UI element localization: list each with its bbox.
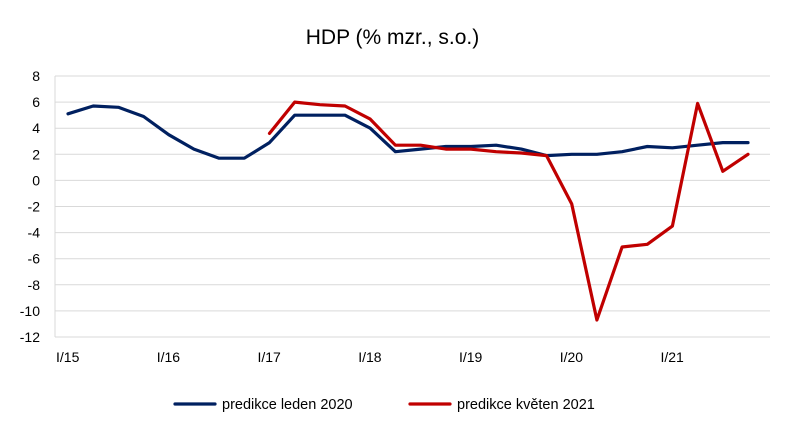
legend: predikce leden 2020 predikce květen 2021 — [173, 397, 595, 413]
legend-label-2: predikce květen 2021 — [457, 397, 595, 413]
x-tick-label: I/19 — [459, 349, 483, 365]
y-tick-label: 6 — [32, 94, 40, 110]
y-tick-label: -12 — [20, 329, 40, 345]
y-tick-label: 8 — [32, 68, 40, 84]
legend-label-1: predikce leden 2020 — [222, 397, 353, 413]
x-tick-label: I/16 — [157, 349, 181, 365]
y-tick-label: -2 — [28, 199, 41, 215]
x-tick-label: I/20 — [560, 349, 584, 365]
series-line-2 — [267, 100, 750, 322]
y-tick-label: 2 — [32, 146, 40, 162]
y-tick-label: -8 — [28, 277, 41, 293]
y-tick-label: -10 — [20, 303, 40, 319]
y-tick-label: -6 — [28, 251, 41, 267]
series-lines — [66, 100, 750, 322]
x-tick-label: I/15 — [56, 349, 80, 365]
x-tick-label: I/17 — [257, 349, 281, 365]
y-tick-label: 4 — [32, 120, 40, 136]
series-line-1 — [66, 104, 750, 160]
y-tick-label: 0 — [32, 172, 40, 188]
y-tick-label: -4 — [28, 225, 41, 241]
y-axis: 8 6 4 2 0 -2 -4 -6 -8 -10 -12 — [20, 68, 56, 345]
gridlines — [55, 75, 770, 338]
chart-title: HDP (% mzr., s.o.) — [306, 26, 479, 49]
x-tick-label: I/18 — [358, 349, 382, 365]
x-tick-label: I/21 — [660, 349, 684, 365]
x-axis: I/15 I/16 I/17 I/18 I/19 I/20 I/21 — [56, 349, 684, 365]
